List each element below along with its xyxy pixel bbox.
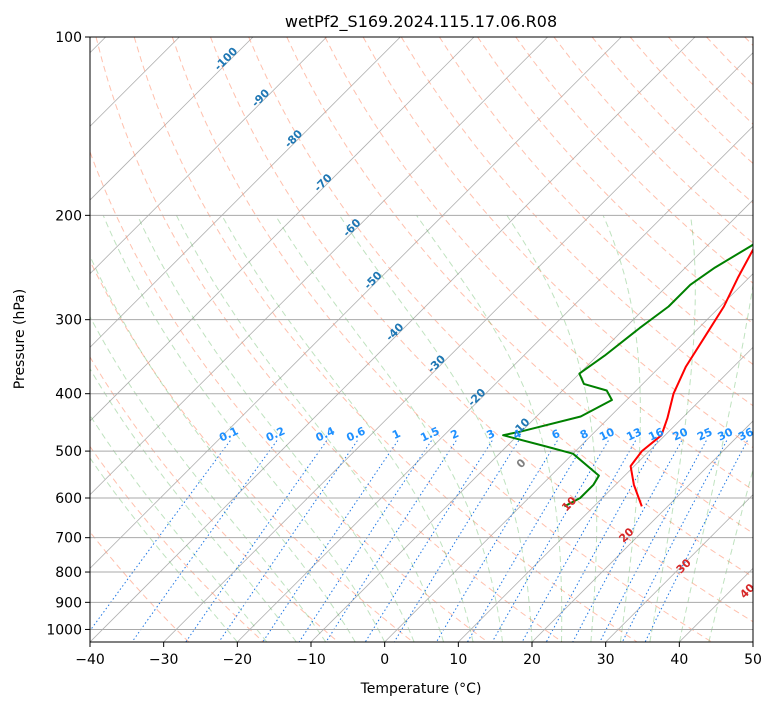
dry-adiabat	[90, 150, 488, 642]
mixing-ratio-line	[393, 440, 520, 642]
x-tick-label: −40	[75, 652, 105, 668]
y-axis: 100 200 300 400 500 600 700 800 900 1000	[46, 30, 90, 638]
mixing-ratio-line	[467, 440, 587, 642]
profiles	[502, 243, 753, 508]
dry-adiabat	[90, 445, 264, 642]
x-tick-label: 20	[523, 652, 541, 668]
moist-adiabat	[175, 215, 445, 642]
y-tick-label: 1000	[46, 622, 82, 638]
mixing-ratio-label: 36	[736, 425, 756, 443]
dry-adiabat	[248, 37, 753, 578]
mixing-ratio-label: 10	[597, 425, 617, 443]
mixing-ratio-label: 25	[695, 425, 714, 443]
isotherm	[90, 37, 696, 642]
isotherm	[90, 37, 548, 496]
x-tick-label: −10	[296, 652, 326, 668]
mixing-ratio-line	[545, 440, 659, 642]
moist-adiabat	[416, 215, 563, 642]
mixing-ratio-line	[644, 440, 748, 642]
isotherm	[531, 420, 753, 642]
dry-adiabat	[477, 37, 753, 325]
isotherm	[237, 125, 753, 642]
y-tick-label: 400	[55, 387, 82, 403]
x-tick-label: 10	[449, 652, 467, 668]
y-tick-label: 100	[55, 30, 82, 46]
moist-adiabat	[274, 215, 503, 642]
moist-adiabat	[90, 457, 238, 642]
mixing-ratio-line	[572, 440, 683, 642]
mixing-ratio-line	[218, 440, 358, 642]
moist-adiabat	[649, 215, 696, 642]
x-axis: −40 −30 −20 −10 0 10 20 30 40 50	[75, 642, 762, 668]
mixing-ratio-line	[599, 440, 707, 642]
mixing-ratio-line	[262, 440, 399, 642]
isotherm	[90, 37, 254, 201]
dry-adiabat	[210, 37, 753, 623]
y-axis-label: Pressure (hPa)	[12, 289, 28, 389]
mixing-ratio-line	[185, 440, 328, 642]
mixing-ratio-line	[621, 440, 728, 642]
y-tick-label: 900	[55, 595, 82, 611]
x-tick-label: −20	[223, 652, 253, 668]
isotherm	[605, 494, 753, 642]
y-tick-label: 500	[55, 444, 82, 460]
plot-frame	[89, 36, 754, 643]
moist-adiabat	[90, 254, 356, 642]
mixing-ratio-label: 20	[671, 425, 691, 443]
y-tick-label: 800	[55, 565, 82, 581]
pressure-gridlines	[90, 37, 753, 630]
moist-adiabat	[339, 215, 533, 642]
moist-adiabat	[678, 282, 753, 642]
y-tick-label: 300	[55, 313, 82, 329]
moist-adiabat	[221, 215, 474, 642]
moist-adiabat	[90, 367, 297, 642]
moist-adiabat	[102, 215, 386, 642]
mixing-ratio-label: 13	[624, 425, 643, 443]
moist-adiabat	[602, 215, 641, 642]
moist-adiabat	[136, 215, 415, 642]
background-lines	[90, 37, 753, 642]
x-tick-label: 40	[670, 652, 688, 668]
mixing-ratio-line	[90, 440, 231, 632]
temperature-profile-line	[629, 247, 753, 507]
dewpoint-profile-line	[502, 243, 753, 508]
mixing-ratio-line	[435, 440, 558, 642]
isotherm	[90, 37, 327, 275]
isotherm	[90, 37, 475, 422]
dry-adiabat	[286, 37, 753, 534]
y-tick-label: 600	[55, 491, 82, 507]
x-tick-label: 50	[744, 652, 762, 668]
x-tick-label: 30	[597, 652, 615, 668]
isotherm	[90, 37, 401, 348]
moist-adiabat	[506, 215, 598, 642]
isotherm	[458, 346, 753, 642]
chart-title: wetPf2_S169.2024.115.17.06.R08	[285, 12, 557, 32]
x-tick-label: 0	[380, 652, 389, 668]
y-tick-label: 700	[55, 531, 82, 547]
moist-adiabat	[90, 315, 327, 642]
dry-adiabat	[95, 37, 563, 642]
mixing-ratio-line	[131, 440, 278, 642]
isotherm	[90, 37, 622, 569]
mixing-ratio-line	[491, 440, 609, 642]
y-tick-label: 200	[55, 208, 82, 224]
isotherm	[163, 52, 753, 642]
dry-adiabat	[90, 356, 339, 642]
x-axis-label: Temperature (°C)	[360, 681, 482, 697]
isotherm	[384, 273, 753, 642]
mixing-ratio-label: 30	[716, 425, 736, 443]
mixing-ratio-label: 16	[646, 425, 666, 443]
moist-adiabat	[90, 414, 268, 642]
x-tick-label: −30	[149, 652, 179, 668]
dry-adiabat	[133, 37, 638, 642]
dry-adiabat	[438, 37, 753, 366]
dry-adiabat	[90, 259, 414, 642]
dry-adiabat	[171, 37, 712, 642]
mixing-ratio-line	[364, 440, 493, 642]
dry-adiabat	[324, 37, 753, 491]
